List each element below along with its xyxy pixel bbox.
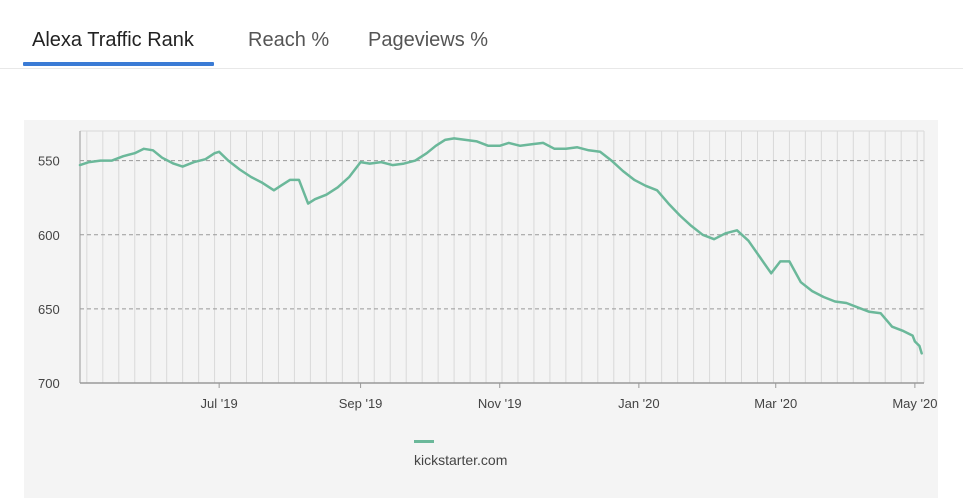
- y-axis-labels: 550 600 650 700: [38, 154, 60, 391]
- horizontal-grid: [80, 160, 924, 310]
- active-tab-indicator: [23, 62, 214, 66]
- vertical-grid: [86, 131, 918, 383]
- x-axis-labels: Jul '19 Sep '19 Nov '19 Jan '20 Mar '20 May '…: [201, 383, 937, 411]
- y-tick-label: 700: [38, 376, 60, 391]
- x-tick-label: Jan '20: [618, 396, 660, 411]
- tab-reach[interactable]: Reach %: [248, 29, 330, 51]
- x-tick-label: Nov '19: [478, 396, 522, 411]
- series-line-kickstarter: [78, 137, 923, 355]
- x-tick-label: Sep '19: [339, 396, 383, 411]
- tab-alexa-traffic-rank[interactable]: Alexa Traffic Rank: [32, 29, 194, 51]
- legend-label: kickstarter.com: [414, 452, 508, 468]
- axes: [79, 130, 925, 384]
- tab-bar: Alexa Traffic Rank Reach % Pageviews %: [0, 0, 963, 69]
- y-tick-label: 600: [38, 228, 60, 243]
- x-tick-label: May '20: [892, 396, 937, 411]
- x-tick-label: Jul '19: [201, 396, 238, 411]
- y-tick-label: 550: [38, 154, 60, 169]
- legend-swatch: [414, 440, 434, 443]
- x-tick-label: Mar '20: [754, 396, 797, 411]
- series-layer: [78, 137, 923, 355]
- tab-pageviews[interactable]: Pageviews %: [368, 29, 489, 51]
- y-tick-label: 650: [38, 302, 60, 317]
